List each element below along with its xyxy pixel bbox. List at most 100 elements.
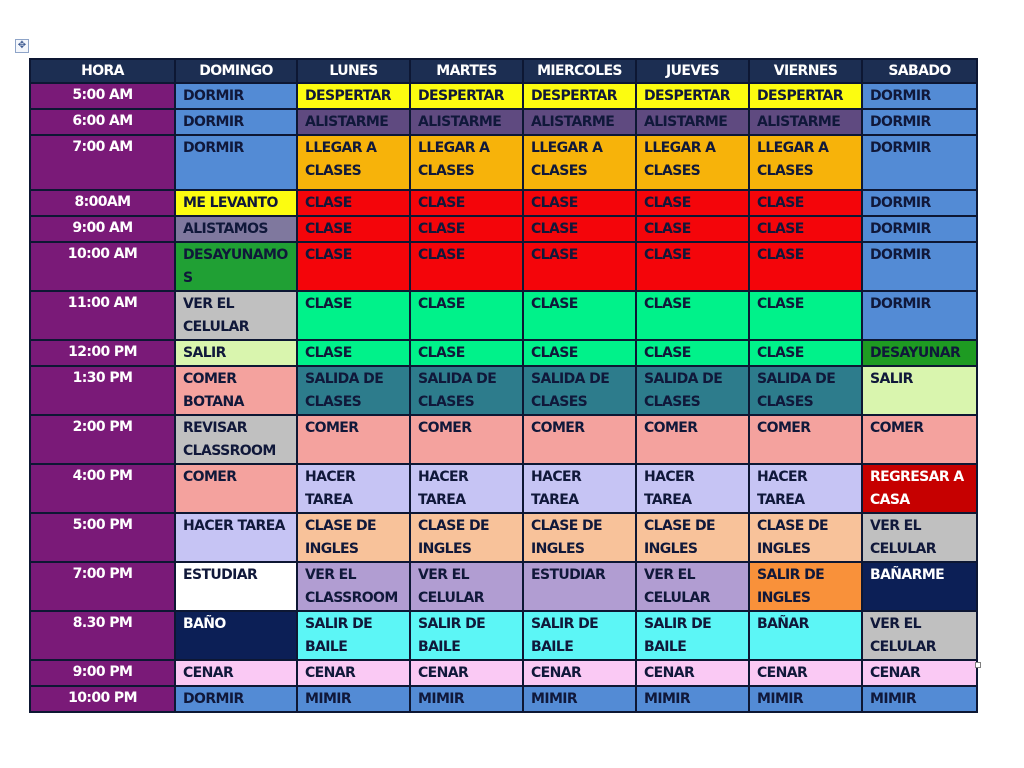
activity-cell: CLASE bbox=[748, 241, 863, 292]
activity-cell: SALIR DE BAILE bbox=[635, 610, 750, 661]
activity-cell: CLASE bbox=[635, 339, 750, 367]
activity-cell: ESTUDIAR bbox=[174, 561, 298, 612]
activity-cell: CLASE bbox=[409, 339, 524, 367]
activity-cell: DORMIR bbox=[861, 134, 978, 191]
activity-cell: ME LEVANTO bbox=[174, 189, 298, 217]
activity-cell: CLASE bbox=[409, 241, 524, 292]
activity-cell: CLASE bbox=[635, 290, 750, 341]
activity-cell: DORMIR bbox=[174, 685, 298, 713]
move-cross-icon[interactable]: ✥ bbox=[15, 39, 29, 53]
hour-cell: 1:30 PM bbox=[29, 365, 176, 416]
hour-cell: 7:00 PM bbox=[29, 561, 176, 612]
activity-cell: DORMIR bbox=[174, 82, 298, 110]
activity-cell: VER EL CELULAR bbox=[861, 512, 978, 563]
activity-cell: CENAR bbox=[861, 659, 978, 687]
activity-cell: BAÑAR bbox=[748, 610, 863, 661]
activity-cell: COMER bbox=[522, 414, 637, 465]
activity-cell: CLASE bbox=[748, 215, 863, 243]
activity-cell: MIMIR bbox=[409, 685, 524, 713]
activity-cell: HACER TAREA bbox=[635, 463, 750, 514]
activity-cell: ALISTAMOS bbox=[174, 215, 298, 243]
table-resize-handle[interactable] bbox=[975, 662, 981, 668]
schedule-row: 5:00 AM DORMIR DESPERTAR DESPERTAR DESPERTAR… bbox=[29, 82, 978, 110]
activity-cell: CLASE bbox=[296, 241, 411, 292]
activity-cell: LLEGAR A CLASES bbox=[522, 134, 637, 191]
activity-cell: VER EL CLASSROOM bbox=[296, 561, 411, 612]
activity-cell: ALISTARME bbox=[748, 108, 863, 136]
hour-cell: 8.30 PM bbox=[29, 610, 176, 661]
hour-cell: 7:00 AM bbox=[29, 134, 176, 191]
header-day: MIERCOLES bbox=[522, 58, 637, 84]
schedule-row: 7:00 AM DORMIR LLEGAR A CLASES LLEGAR A CLA… bbox=[29, 134, 978, 191]
activity-cell: VER EL CELULAR bbox=[635, 561, 750, 612]
activity-cell: HACER TAREA bbox=[174, 512, 298, 563]
activity-cell: LLEGAR A CLASES bbox=[409, 134, 524, 191]
activity-cell: DESPERTAR bbox=[522, 82, 637, 110]
hour-cell: 9:00 PM bbox=[29, 659, 176, 687]
hour-cell: 2:00 PM bbox=[29, 414, 176, 465]
activity-cell: ALISTARME bbox=[409, 108, 524, 136]
activity-cell: DORMIR bbox=[861, 215, 978, 243]
header-row: HORA DOMINGO LUNES MARTES MIERCOLES JUEVES VIE… bbox=[29, 58, 978, 84]
schedule-row: 5:00 PM HACER TAREA CLASE DE INGLES CLASE D… bbox=[29, 512, 978, 563]
header-day: VIERNES bbox=[748, 58, 863, 84]
hour-cell: 10:00 AM bbox=[29, 241, 176, 292]
activity-cell: ALISTARME bbox=[296, 108, 411, 136]
activity-cell: HACER TAREA bbox=[409, 463, 524, 514]
schedule-row: 9:00 AM ALISTAMOS CLASE CLASE CLASE CLASE CLAS… bbox=[29, 215, 978, 243]
schedule-row: 9:00 PM CENAR CENAR CENAR CENAR CENAR CENAR CEN… bbox=[29, 659, 978, 687]
activity-cell: CLASE DE INGLES bbox=[409, 512, 524, 563]
header-day: SABADO bbox=[861, 58, 978, 84]
activity-cell: DESAYUNAR bbox=[861, 339, 978, 367]
activity-cell: DORMIR bbox=[861, 290, 978, 341]
schedule-body: 5:00 AM DORMIR DESPERTAR DESPERTAR DESPERTAR… bbox=[29, 82, 978, 713]
activity-cell: DESAYUNAMOS bbox=[174, 241, 298, 292]
header-day: LUNES bbox=[296, 58, 411, 84]
header-day: MARTES bbox=[409, 58, 524, 84]
activity-cell: SALIR bbox=[861, 365, 978, 416]
activity-cell: REGRESAR A CASA bbox=[861, 463, 978, 514]
activity-cell: DORMIR bbox=[861, 82, 978, 110]
hour-cell: 12:00 PM bbox=[29, 339, 176, 367]
activity-cell: CENAR bbox=[296, 659, 411, 687]
activity-cell: DORMIR bbox=[861, 189, 978, 217]
activity-cell: VER EL CELULAR bbox=[861, 610, 978, 661]
activity-cell: CLASE bbox=[522, 339, 637, 367]
activity-cell: LLEGAR A CLASES bbox=[748, 134, 863, 191]
activity-cell: CLASE bbox=[522, 241, 637, 292]
hour-cell: 5:00 AM bbox=[29, 82, 176, 110]
activity-cell: BAÑARME bbox=[861, 561, 978, 612]
hour-cell: 11:00 AM bbox=[29, 290, 176, 341]
hour-cell: 4:00 PM bbox=[29, 463, 176, 514]
activity-cell: HACER TAREA bbox=[296, 463, 411, 514]
schedule-row: 12:00 PM SALIR CLASE CLASE CLASE CLASE CLASE DE… bbox=[29, 339, 978, 367]
activity-cell: MIMIR bbox=[522, 685, 637, 713]
header-day: DOMINGO bbox=[174, 58, 298, 84]
schedule-row: 2:00 PM REVISAR CLASSROOM COMER COMER COMER C… bbox=[29, 414, 978, 465]
activity-cell: CLASE bbox=[635, 241, 750, 292]
activity-cell: DORMIR bbox=[861, 241, 978, 292]
schedule-row: 10:00 AM DESAYUNAMOS CLASE CLASE CLASE CLASE C… bbox=[29, 241, 978, 292]
activity-cell: CLASE bbox=[296, 290, 411, 341]
schedule-row: 8:00AM ME LEVANTO CLASE CLASE CLASE CLASE CLAS… bbox=[29, 189, 978, 217]
activity-cell: ESTUDIAR bbox=[522, 561, 637, 612]
activity-cell: CLASE bbox=[635, 215, 750, 243]
activity-cell: CLASE DE INGLES bbox=[296, 512, 411, 563]
activity-cell: ALISTARME bbox=[635, 108, 750, 136]
schedule-row: 6:00 AM DORMIR ALISTARME ALISTARME ALISTARME… bbox=[29, 108, 978, 136]
activity-cell: SALIDA DE CLASES bbox=[635, 365, 750, 416]
activity-cell: DORMIR bbox=[174, 108, 298, 136]
activity-cell: VER EL CELULAR bbox=[409, 561, 524, 612]
activity-cell: MIMIR bbox=[635, 685, 750, 713]
activity-cell: SALIDA DE CLASES bbox=[522, 365, 637, 416]
activity-cell: MIMIR bbox=[861, 685, 978, 713]
schedule-row: 1:30 PM COMER BOTANA SALIDA DE CLASES SALID… bbox=[29, 365, 978, 416]
activity-cell: BAÑO bbox=[174, 610, 298, 661]
activity-cell: CLASE bbox=[409, 189, 524, 217]
activity-cell: DESPERTAR bbox=[296, 82, 411, 110]
activity-cell: REVISAR CLASSROOM bbox=[174, 414, 298, 465]
activity-cell: SALIDA DE CLASES bbox=[296, 365, 411, 416]
activity-cell: DORMIR bbox=[861, 108, 978, 136]
activity-cell: MIMIR bbox=[748, 685, 863, 713]
activity-cell: CENAR bbox=[174, 659, 298, 687]
